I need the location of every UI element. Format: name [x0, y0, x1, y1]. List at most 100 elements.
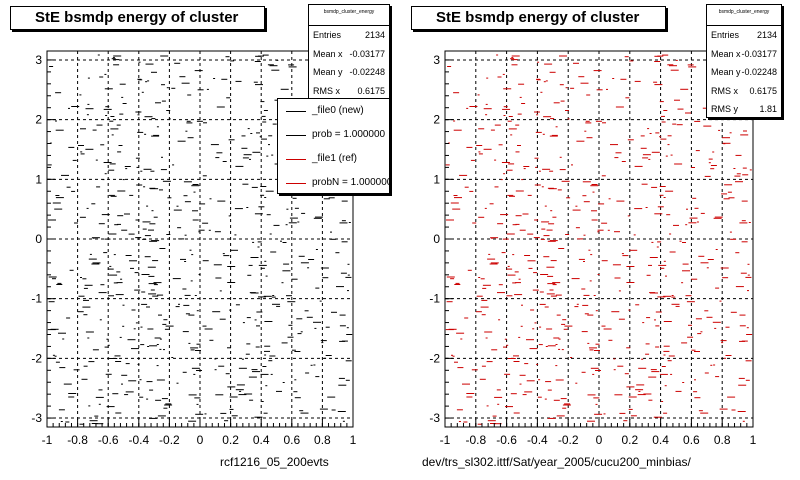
data-point	[112, 393, 119, 395]
data-point	[235, 165, 244, 167]
data-point	[153, 216, 158, 218]
data-point	[103, 108, 112, 110]
data-point	[582, 304, 589, 306]
data-point	[159, 248, 166, 249]
data-point	[550, 210, 553, 212]
data-point	[282, 270, 291, 272]
data-point	[91, 237, 100, 239]
data-point	[117, 151, 122, 153]
data-point	[648, 158, 651, 160]
data-point	[129, 260, 137, 262]
data-point	[489, 263, 498, 265]
data-point	[665, 155, 668, 157]
data-point	[747, 290, 749, 292]
data-point	[315, 287, 320, 289]
data-point	[636, 384, 645, 386]
data-point	[227, 386, 236, 388]
data-point	[345, 360, 352, 362]
data-point	[540, 91, 543, 93]
data-point	[650, 292, 658, 294]
data-point	[128, 380, 137, 382]
data-point	[261, 115, 266, 117]
data-point	[560, 398, 567, 400]
data-point	[581, 371, 586, 373]
data-point	[190, 347, 199, 349]
data-point	[234, 234, 237, 236]
data-point	[570, 357, 573, 358]
data-point	[104, 238, 111, 240]
data-point	[156, 379, 165, 381]
data-point	[196, 403, 199, 405]
x-tick-label: -0.6	[98, 433, 119, 447]
data-point	[515, 124, 520, 126]
data-point	[215, 394, 224, 396]
stats-row: Mean y -0.02248	[313, 67, 385, 77]
data-point	[313, 364, 316, 366]
data-point	[293, 391, 298, 393]
data-point	[665, 190, 674, 192]
data-point	[470, 159, 475, 161]
data-point	[105, 115, 108, 116]
data-point	[280, 240, 282, 242]
data-point	[592, 191, 595, 193]
data-point	[183, 195, 188, 197]
data-point	[215, 277, 222, 279]
data-point	[586, 137, 593, 139]
x-tick-label: -1	[42, 433, 53, 447]
data-point	[745, 360, 752, 362]
data-point	[285, 224, 288, 226]
data-point	[558, 348, 561, 350]
legend-entry: _file0 (new)	[278, 99, 389, 123]
data-point	[182, 331, 189, 333]
data-point	[710, 165, 717, 166]
stats-row: RMS x 0.6175	[313, 85, 385, 96]
data-point	[597, 274, 600, 275]
data-point	[553, 399, 560, 401]
data-point	[307, 267, 310, 269]
data-point	[546, 266, 555, 268]
data-point	[113, 55, 122, 57]
data-point	[162, 323, 167, 325]
data-point	[238, 394, 247, 396]
data-point	[548, 188, 557, 190]
data-point	[150, 289, 155, 291]
data-point	[146, 381, 153, 383]
data-point	[747, 274, 750, 276]
data-point	[667, 135, 672, 137]
data-point	[475, 311, 482, 313]
data-point	[264, 260, 267, 262]
data-point	[62, 338, 65, 340]
data-point	[297, 333, 302, 335]
data-point	[241, 358, 244, 360]
data-point	[249, 158, 251, 160]
data-point	[618, 318, 625, 320]
data-point	[523, 168, 526, 170]
data-point	[202, 260, 209, 262]
data-point	[193, 373, 196, 375]
data-point	[69, 269, 74, 271]
data-point	[564, 325, 573, 327]
data-point	[583, 201, 590, 203]
data-point	[208, 229, 211, 231]
data-point	[534, 184, 541, 186]
data-point	[92, 349, 99, 351]
data-point	[141, 303, 148, 305]
data-point	[559, 169, 566, 171]
data-point	[65, 421, 70, 423]
data-point	[250, 292, 259, 294]
data-point	[527, 260, 536, 262]
data-point	[144, 235, 151, 237]
data-point	[466, 393, 475, 394]
data-point	[117, 190, 126, 192]
data-point	[214, 231, 221, 233]
data-point	[141, 274, 150, 275]
data-point	[116, 282, 123, 284]
data-point	[724, 184, 733, 186]
data-point	[270, 251, 277, 253]
x-tick-label: -0.8	[67, 433, 88, 447]
data-point	[464, 317, 469, 319]
data-point	[741, 220, 746, 222]
data-point	[702, 107, 707, 109]
data-point	[735, 181, 743, 183]
data-point	[608, 198, 611, 200]
